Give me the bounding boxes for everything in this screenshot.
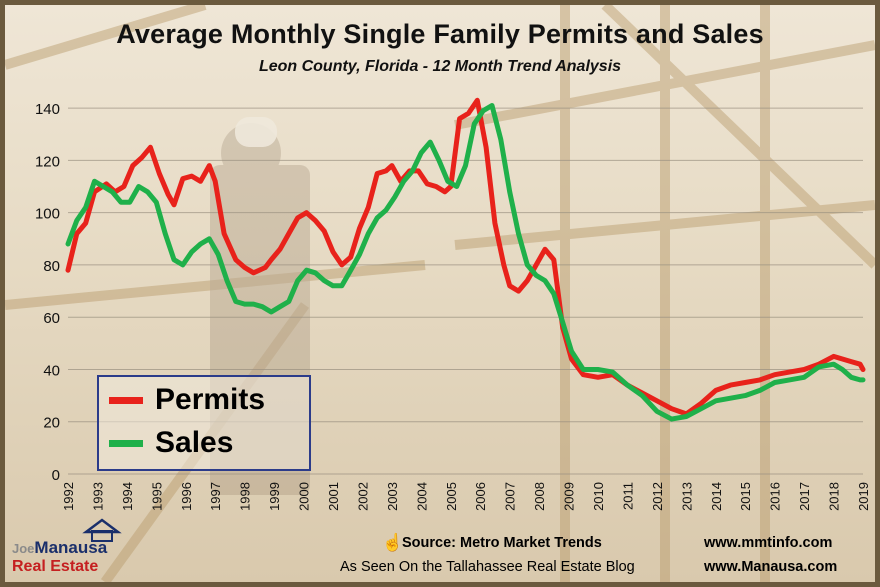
x-tick-label: 2007 (503, 482, 518, 511)
chart-legend: Permits Sales (97, 375, 311, 471)
company-logo: JoeManausa Real Estate (12, 518, 162, 582)
legend-swatch-sales (109, 439, 143, 447)
x-tick-label: 2018 (827, 482, 842, 511)
x-tick-label: 1996 (179, 482, 194, 511)
seen-on-text: As Seen On the Tallahassee Real Estate B… (340, 559, 635, 575)
x-tick-label: 1997 (208, 482, 223, 511)
x-tick-label: 2001 (326, 482, 341, 511)
y-tick-label: 140 (35, 101, 60, 118)
y-tick-label: 20 (43, 415, 60, 432)
y-tick-label: 100 (35, 206, 60, 223)
y-tick-label: 120 (35, 153, 60, 170)
x-tick-label: 2000 (297, 482, 312, 511)
x-tick-label: 1999 (267, 482, 282, 511)
legend-item-sales: Sales (109, 423, 233, 463)
series-line-sales (65, 103, 866, 422)
x-tick-label: 2005 (444, 482, 459, 511)
chart-title: Average Monthly Single Family Permits an… (116, 19, 764, 49)
legend-item-permits: Permits (109, 380, 265, 420)
y-tick-label: 80 (43, 258, 60, 275)
seen-on-url: www.Manausa.com (704, 559, 838, 575)
chart-subtitle: Leon County, Florida - 12 Month Trend An… (258, 58, 622, 75)
x-tick-label: 1992 (61, 482, 76, 511)
logo-subtitle: Real Estate (12, 558, 99, 575)
x-tick-label: 2002 (355, 482, 370, 511)
legend-swatch-permits (109, 396, 143, 404)
source-text: Source: Metro Market Trends (402, 535, 602, 551)
source-url: www.mmtinfo.com (704, 535, 833, 551)
x-tick-label: 2003 (385, 482, 400, 511)
x-tick-label: 2016 (768, 482, 783, 511)
x-tick-label: 2019 (856, 482, 871, 511)
pointing-hand-icon: ☝ (382, 533, 404, 552)
x-tick-label: 2015 (738, 482, 753, 511)
x-tick-label: 2010 (591, 482, 606, 511)
y-tick-label: 40 (43, 362, 60, 379)
logo-name: JoeManausa (12, 538, 108, 557)
x-tick-label: 2006 (473, 482, 488, 511)
series-line-permits (65, 97, 866, 417)
legend-label-permits: Permits (155, 383, 266, 416)
x-tick-label: 2017 (797, 482, 812, 511)
x-tick-label: 1998 (238, 482, 253, 511)
y-tick-label: 60 (43, 310, 60, 327)
x-tick-label: 2014 (709, 482, 724, 511)
y-tick-label: 0 (52, 467, 60, 484)
house-icon (82, 518, 122, 542)
x-tick-label: 2011 (620, 482, 635, 510)
x-tick-label: 2012 (650, 482, 665, 511)
x-tick-label: 2008 (532, 482, 547, 511)
x-tick-label: 1994 (120, 482, 135, 511)
x-tick-label: 2009 (562, 482, 577, 511)
x-tick-label: 2013 (679, 482, 694, 511)
legend-label-sales: Sales (155, 426, 234, 459)
x-tick-label: 1995 (149, 482, 164, 511)
x-tick-label: 1993 (90, 482, 105, 511)
x-tick-label: 2004 (414, 482, 429, 511)
